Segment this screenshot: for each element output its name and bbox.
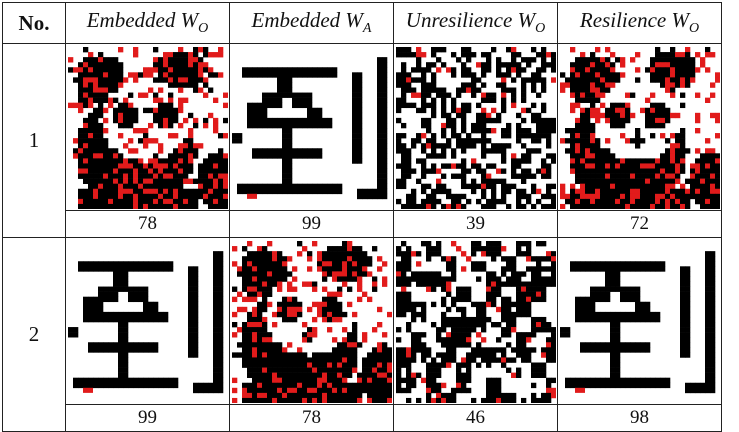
watermark-image bbox=[231, 241, 392, 403]
pixel-matrix bbox=[559, 251, 715, 394]
header-resilience-wo-sub: O bbox=[688, 21, 700, 37]
header-unresilience-wo: Unresilience WO bbox=[393, 2, 558, 44]
pixel-matrix bbox=[67, 251, 223, 394]
header-resilience-wo-main: Resilience W bbox=[579, 8, 689, 33]
score-value: 39 bbox=[393, 210, 558, 238]
image-cell bbox=[229, 237, 394, 405]
watermark-image bbox=[67, 241, 228, 403]
header-embedded-wa-main: Embedded W bbox=[251, 8, 363, 33]
score-value: 78 bbox=[65, 210, 230, 238]
pixel-matrix bbox=[559, 47, 720, 209]
watermark-image bbox=[559, 241, 720, 403]
row-number: 2 bbox=[2, 237, 66, 432]
row-1-scores: 78 99 39 72 bbox=[3, 210, 722, 238]
pixel-matrix bbox=[231, 57, 387, 200]
watermark-results-table: No. Embedded WO Embedded WA Unresilience… bbox=[2, 2, 722, 432]
header-embedded-wo-sub: O bbox=[198, 21, 209, 37]
score-value: 72 bbox=[557, 210, 722, 238]
image-cell bbox=[557, 237, 722, 405]
image-cell bbox=[393, 43, 558, 211]
image-cell bbox=[393, 237, 558, 405]
header-embedded-wo: Embedded WO bbox=[65, 2, 230, 44]
header-unresilience-wo-sub: O bbox=[535, 21, 546, 37]
header-unresilience-wo-main: Unresilience W bbox=[405, 8, 536, 33]
image-cell bbox=[65, 43, 230, 211]
row-2-images: 2 bbox=[2, 237, 722, 432]
row-1-images: 1 bbox=[2, 43, 722, 238]
row-number: 1 bbox=[2, 43, 66, 238]
pixel-matrix bbox=[395, 47, 556, 209]
header-row: No. Embedded WO Embedded WA Unresilience… bbox=[2, 2, 722, 44]
score-value: 78 bbox=[229, 404, 394, 432]
row-2-scores: 99 78 46 98 bbox=[3, 404, 722, 432]
header-embedded-wa: Embedded WA bbox=[229, 2, 394, 44]
watermark-image bbox=[395, 241, 556, 403]
image-cell bbox=[65, 237, 230, 405]
watermark-image bbox=[67, 47, 228, 209]
watermark-image bbox=[395, 47, 556, 209]
score-value: 46 bbox=[393, 404, 558, 432]
score-value: 99 bbox=[229, 210, 394, 238]
watermark-image bbox=[559, 47, 720, 209]
watermark-image bbox=[231, 47, 392, 209]
image-cell bbox=[557, 43, 722, 211]
header-resilience-wo: Resilience WO bbox=[557, 2, 722, 44]
pixel-matrix bbox=[231, 241, 392, 403]
header-embedded-wa-sub: A bbox=[362, 21, 372, 37]
pixel-matrix bbox=[395, 241, 556, 403]
header-embedded-wo-main: Embedded W bbox=[86, 8, 199, 33]
score-value: 98 bbox=[557, 404, 722, 432]
score-value: 99 bbox=[65, 404, 230, 432]
image-cell bbox=[229, 43, 394, 211]
header-no: No. bbox=[2, 2, 66, 44]
pixel-matrix bbox=[67, 47, 228, 209]
